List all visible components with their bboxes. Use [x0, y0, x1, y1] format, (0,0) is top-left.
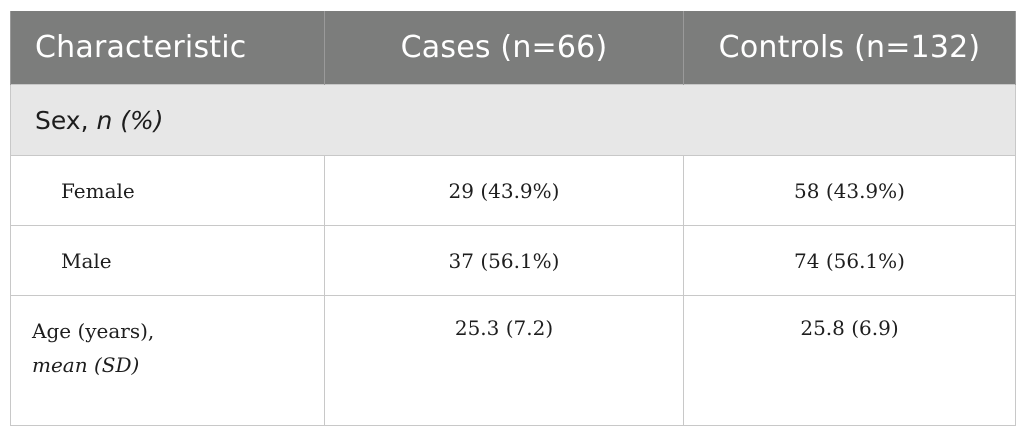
group-row-sex: Sex, n (%) [10, 84, 1016, 156]
cell-cases-female: 29 (43.9%) [324, 155, 684, 226]
cell-controls-male: 74 (56.1%) [683, 225, 1016, 296]
cell-controls-age: 25.8 (6.9) [683, 295, 1016, 426]
table-row-age: Age (years), mean (SD) 25.3 (7.2) 25.8 (… [10, 295, 1016, 426]
group-label-sex: Sex, n (%) [10, 84, 1016, 156]
row-label-age: Age (years), mean (SD) [10, 295, 325, 426]
row-label-age-line1: Age (years), [32, 319, 155, 343]
table-header: Characteristic Cases (n=66) Controls (n=… [10, 11, 1016, 85]
header-row: Characteristic Cases (n=66) Controls (n=… [10, 11, 1016, 85]
characteristics-table: Characteristic Cases (n=66) Controls (n=… [10, 11, 1016, 426]
table-row-male: Male 37 (56.1%) 74 (56.1%) [10, 225, 1016, 296]
characteristics-table-container: Characteristic Cases (n=66) Controls (n=… [10, 11, 1016, 426]
group-label-text: Sex, [35, 105, 97, 135]
group-label-unit: n (%) [96, 105, 164, 135]
row-label-female: Female [10, 155, 325, 226]
table-body: Sex, n (%) Female 29 (43.9%) 58 (43.9%) … [10, 84, 1016, 426]
row-label-male: Male [10, 225, 325, 296]
cell-controls-female: 58 (43.9%) [683, 155, 1016, 226]
table-row-female: Female 29 (43.9%) 58 (43.9%) [10, 155, 1016, 226]
header-cases: Cases (n=66) [324, 11, 684, 85]
header-characteristic: Characteristic [10, 11, 325, 85]
row-label-age-line2: mean (SD) [32, 353, 140, 377]
cell-cases-male: 37 (56.1%) [324, 225, 684, 296]
cell-cases-age: 25.3 (7.2) [324, 295, 684, 426]
header-controls: Controls (n=132) [683, 11, 1016, 85]
